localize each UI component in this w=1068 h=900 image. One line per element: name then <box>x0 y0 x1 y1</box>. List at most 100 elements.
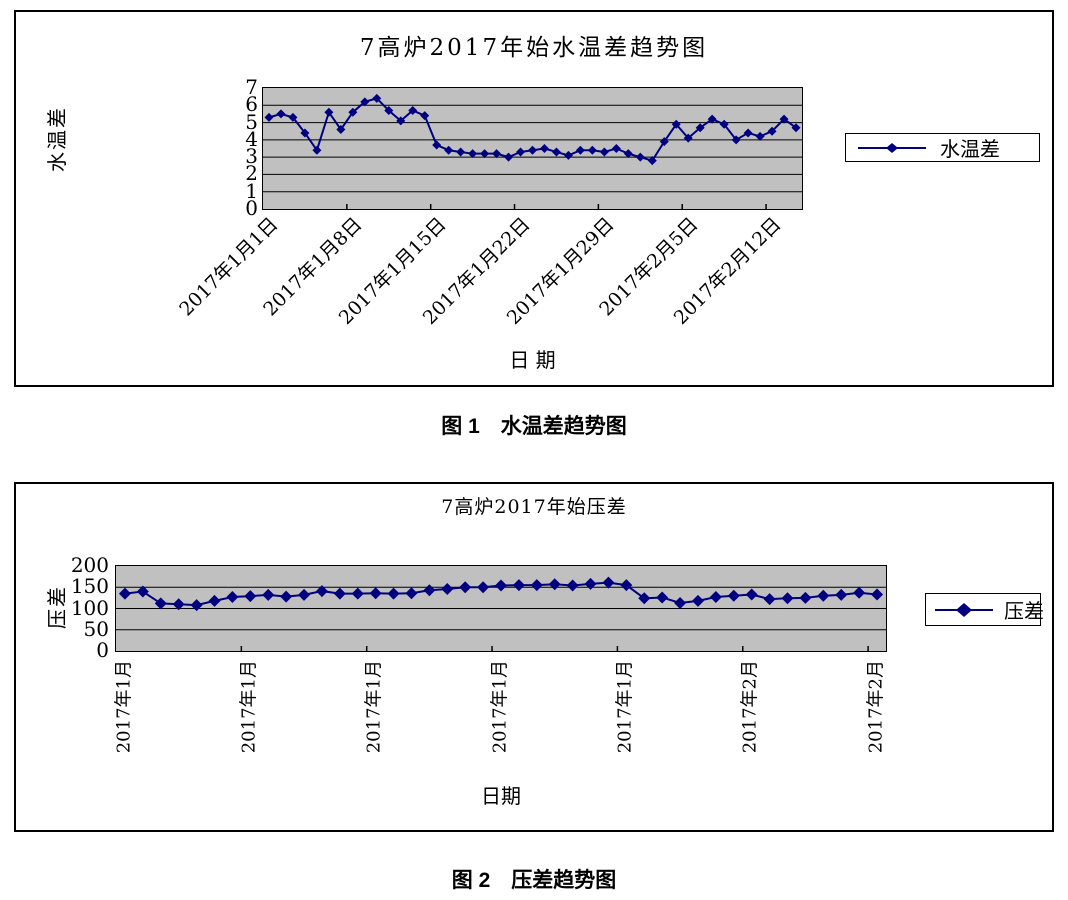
data-point-marker <box>504 152 514 162</box>
data-point-marker <box>315 585 328 598</box>
data-point-marker <box>539 144 549 153</box>
x-tick-label: 2017年1月 <box>363 660 385 754</box>
x-axis-title: 日期 <box>481 784 521 808</box>
data-point-marker <box>691 594 704 607</box>
data-point-marker <box>333 587 346 600</box>
figure-1-caption: 图 1 水温差趋势图 <box>441 415 627 438</box>
data-point-marker <box>456 147 466 157</box>
y-tick-label: 6 <box>245 92 258 117</box>
line-chart <box>116 576 886 651</box>
legend-line-marker-icon <box>935 602 993 617</box>
chart-title: 7高炉2017年始水温差趋势图 <box>359 35 709 61</box>
data-point-marker <box>584 577 597 590</box>
data-point-marker <box>563 150 573 160</box>
data-point-marker <box>477 581 490 594</box>
figure-2-pressure-chart: 7高炉2017年始压差 压差 0 50 100 150 200 2017年1月 2017年… <box>14 482 1054 832</box>
x-tick-label: 2017年2月 <box>739 660 761 754</box>
data-point-marker <box>372 93 382 103</box>
data-point-marker <box>190 599 203 612</box>
data-point-marker <box>468 149 478 159</box>
data-point-marker <box>779 114 789 124</box>
data-point-marker <box>871 588 884 601</box>
y-tick-label: 0 <box>96 638 109 662</box>
data-point-marker <box>755 131 765 141</box>
data-point-marker <box>683 133 693 143</box>
x-axis-title: 日 期 <box>509 348 556 372</box>
x-axis-tick-labels: 2017年1月 2017年1月 2017年1月 2017年1月 2017年1月 2017年… <box>112 660 887 790</box>
y-tick-label: 5 <box>245 109 258 134</box>
y-tick-label: 200 <box>70 553 109 577</box>
data-point-marker <box>731 135 741 145</box>
data-point-marker <box>420 111 430 121</box>
data-point-marker <box>575 145 585 155</box>
data-point-marker <box>817 589 830 602</box>
data-point-marker <box>276 109 286 119</box>
y-tick-label: 150 <box>70 574 109 599</box>
data-point-marker <box>336 124 346 134</box>
data-point-marker <box>674 596 687 609</box>
data-point-marker <box>763 593 776 606</box>
data-point-marker <box>620 579 633 592</box>
data-point-marker <box>348 107 358 117</box>
data-point-marker <box>512 579 525 592</box>
x-axis-tick-labels: 2017年1月1日 2017年1月8日 2017年1月15日 2017年1月22日 20… <box>176 213 801 349</box>
x-tick-label: 2017年2月 <box>865 660 887 754</box>
data-point-marker <box>444 145 454 155</box>
legend-label: 压差 <box>1004 599 1044 623</box>
y-tick-label: 4 <box>245 126 258 151</box>
x-tick-label: 2017年1月 <box>112 660 134 754</box>
x-tick-label: 2017年1月 <box>614 660 636 754</box>
y-axis-title: 水温差 <box>45 106 69 172</box>
data-point-marker <box>671 119 681 129</box>
data-point-marker <box>172 598 185 611</box>
data-point-marker <box>551 147 561 157</box>
data-point-marker <box>384 105 394 115</box>
plot-area <box>115 565 887 652</box>
data-point-marker <box>441 582 454 595</box>
data-point-marker <box>635 152 645 162</box>
y-tick-label: 0 <box>245 196 258 220</box>
data-point-marker <box>360 97 370 107</box>
data-point-marker <box>244 590 257 603</box>
data-point-marker <box>118 587 131 600</box>
data-point-marker <box>226 591 239 604</box>
data-point-marker <box>387 587 400 600</box>
data-point-marker <box>709 591 722 604</box>
legend-line-marker-icon <box>858 142 926 153</box>
data-point-marker <box>154 597 167 610</box>
data-point-marker <box>459 581 472 594</box>
data-point-marker <box>405 587 418 600</box>
data-point-marker <box>791 123 801 133</box>
data-point-marker <box>136 585 149 598</box>
data-point-marker <box>781 592 794 605</box>
x-tick-label: 2017年1月 <box>238 660 260 754</box>
data-point-marker <box>799 591 812 604</box>
data-point-marker <box>423 584 436 597</box>
data-point-marker <box>492 149 502 159</box>
data-point-marker <box>587 145 597 155</box>
data-point-marker <box>707 114 717 124</box>
legend: 水温差 <box>845 133 1040 162</box>
data-point-marker <box>432 140 442 150</box>
data-point-marker <box>599 147 609 157</box>
data-point-marker <box>656 591 669 604</box>
data-point-marker <box>719 119 729 129</box>
y-tick-label: 50 <box>83 616 109 641</box>
plot-area <box>262 87 803 210</box>
data-point-marker <box>280 590 293 603</box>
y-tick-label: 3 <box>245 144 258 169</box>
data-point-marker <box>324 107 334 117</box>
data-point-marker <box>727 589 740 602</box>
data-point-marker <box>611 144 621 153</box>
chart-title: 7高炉2017年始压差 <box>441 496 627 518</box>
data-point-marker <box>530 579 543 592</box>
legend-label: 水温差 <box>940 137 1000 161</box>
data-point-marker <box>396 116 406 126</box>
data-point-marker <box>298 588 311 601</box>
data-point-marker <box>300 128 310 138</box>
data-point-marker <box>602 576 615 589</box>
data-point-marker <box>647 156 657 166</box>
data-point-marker <box>835 588 848 601</box>
y-tick-label: 100 <box>70 595 109 620</box>
